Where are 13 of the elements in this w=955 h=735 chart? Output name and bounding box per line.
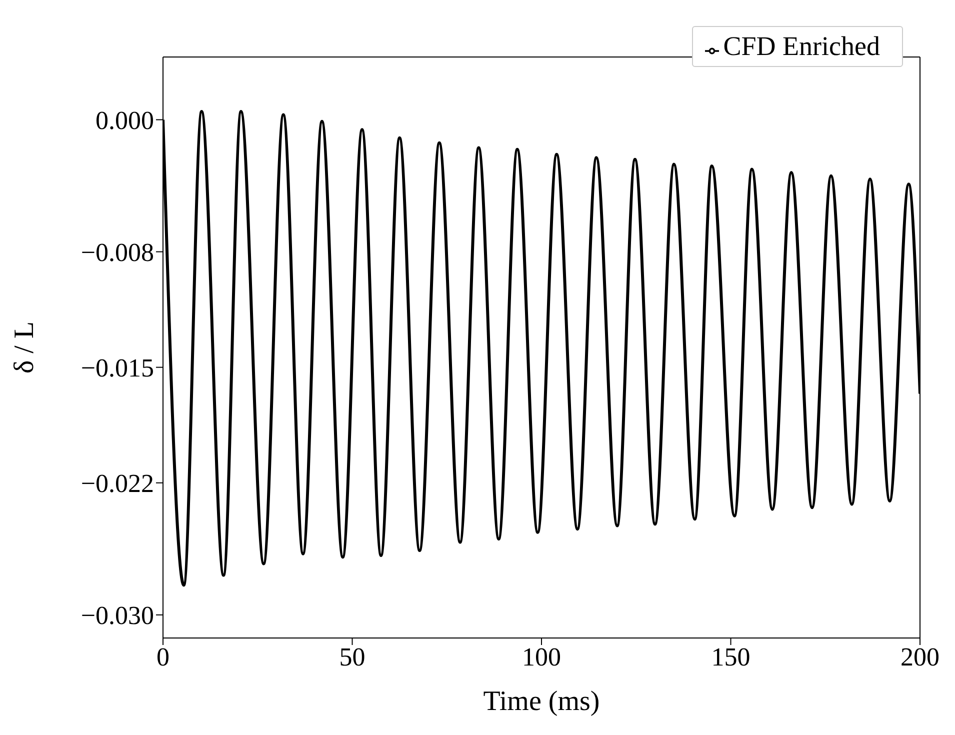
legend-label: CFD Enriched [723, 31, 880, 61]
x-tick-label: 50 [339, 642, 366, 672]
x-axis-title: Time (ms) [483, 686, 600, 717]
y-tick-label: 0.000 [96, 106, 154, 135]
x-tick-label: 100 [522, 642, 561, 672]
x-tick-label: 150 [711, 642, 750, 672]
y-tick-label: −0.015 [80, 354, 154, 383]
x-tick-label: 200 [900, 642, 940, 672]
y-axis-title: δ / L [8, 321, 40, 374]
x-tick-label: 0 [156, 642, 170, 672]
y-tick-label: −0.022 [80, 469, 154, 498]
y-tick-label: −0.030 [80, 601, 154, 630]
y-tick-label: −0.008 [80, 238, 154, 267]
